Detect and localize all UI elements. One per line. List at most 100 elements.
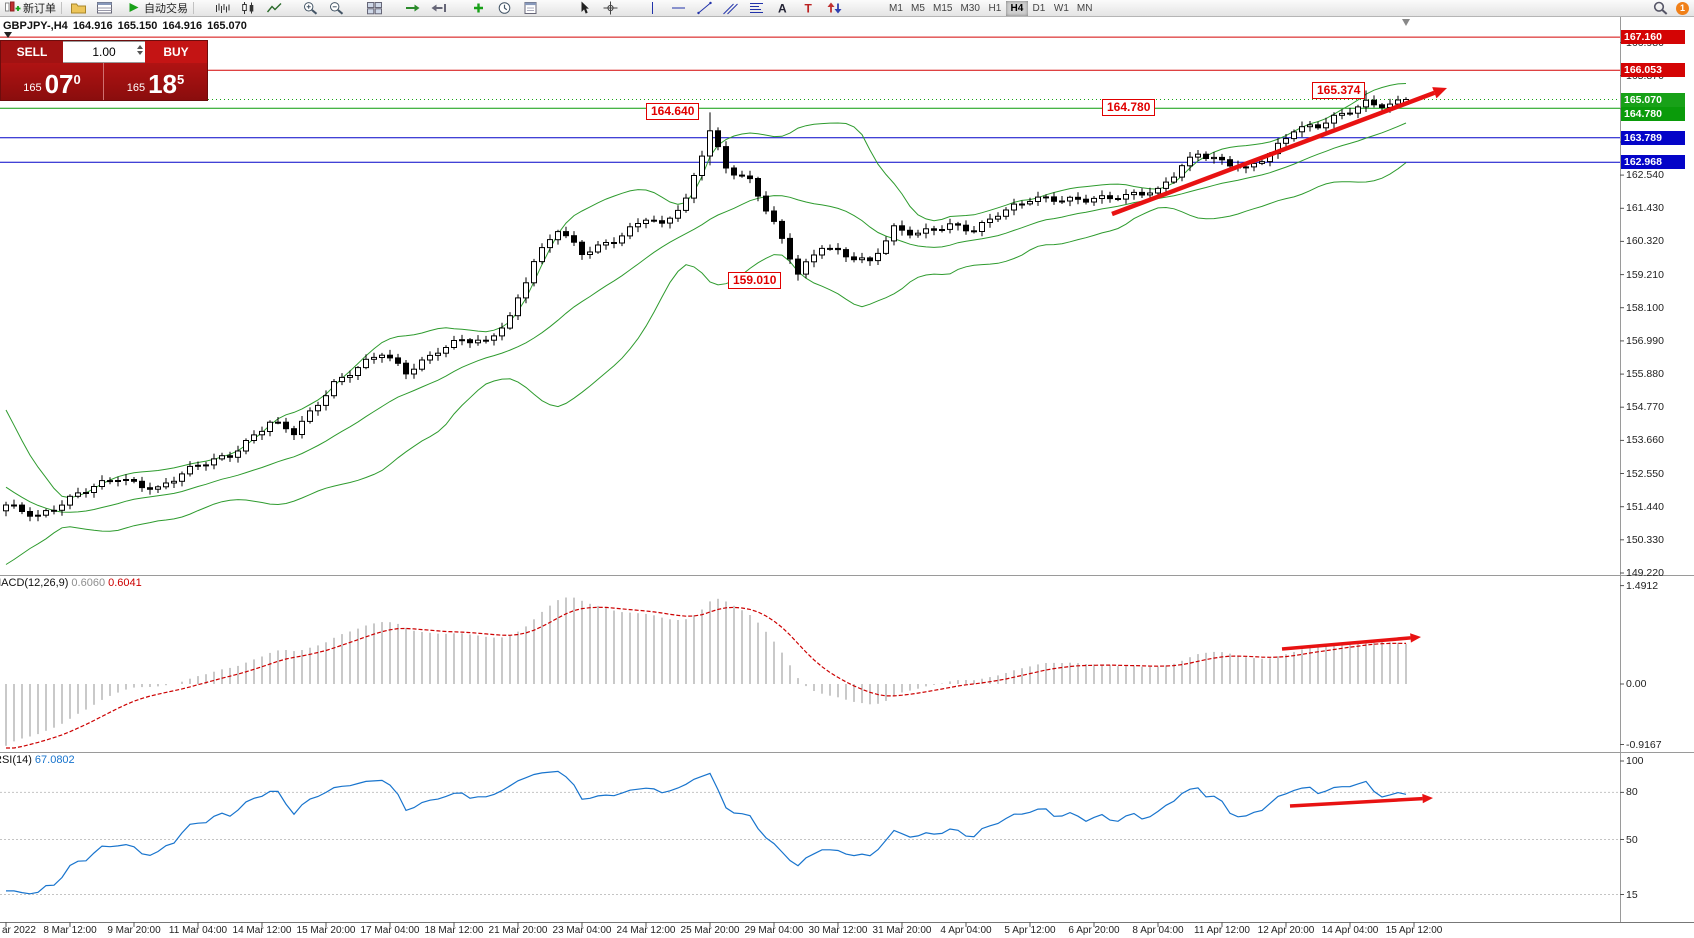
ask-price[interactable]: 165 18 5 xyxy=(104,63,207,100)
price-tick: 149.220 xyxy=(1626,567,1664,579)
cursor-icon xyxy=(576,1,593,15)
auto-scroll-button[interactable] xyxy=(399,1,425,16)
price-tick: 159.210 xyxy=(1626,268,1664,281)
candles-icon xyxy=(240,1,257,15)
timeframe-m30[interactable]: M30 xyxy=(960,2,980,14)
spinner-up-icon[interactable] xyxy=(137,45,143,49)
vertical-line-button[interactable] xyxy=(639,1,665,16)
price-tick: 154.770 xyxy=(1626,401,1664,414)
price-tick: 162.540 xyxy=(1626,169,1664,182)
macd-name: MACD(12,26,9) xyxy=(0,577,69,589)
cursor-button[interactable] xyxy=(571,1,597,16)
ask-big-digits: 18 xyxy=(148,69,178,99)
zoom-in-button[interactable] xyxy=(297,1,323,16)
zoom-in-icon xyxy=(302,1,319,15)
time-label: 11 Apr 12:00 xyxy=(1194,925,1250,936)
shift-icon xyxy=(430,1,447,15)
chart-profiles-button[interactable] xyxy=(65,1,91,16)
price-annotation: 159.010 xyxy=(728,271,782,289)
price-tick: 161.430 xyxy=(1626,202,1664,215)
trendline-icon xyxy=(696,1,713,15)
price-tick: 153.660 xyxy=(1626,434,1664,447)
buy-button[interactable]: BUY xyxy=(145,41,207,63)
line-chart-button[interactable] xyxy=(261,1,287,16)
ohlc-open: 164.916 xyxy=(72,20,113,32)
spinner-down-icon[interactable] xyxy=(137,51,143,55)
indicators-list-button[interactable] xyxy=(465,1,491,16)
price-line-marker: 166.053 xyxy=(1621,63,1685,78)
timeframe-w1[interactable]: W1 xyxy=(1053,2,1069,14)
tile-windows-button[interactable] xyxy=(361,1,387,16)
label-icon: T xyxy=(800,1,817,16)
one-click-collapse-arrow[interactable] xyxy=(4,32,12,38)
notifications-badge[interactable]: 1 xyxy=(1676,1,1689,15)
svg-text:T: T xyxy=(804,2,812,16)
time-label: 9 Mar 20:00 xyxy=(107,925,161,936)
text-button[interactable]: A xyxy=(769,1,795,16)
time-label: 15 Apr 12:00 xyxy=(1385,925,1443,936)
trendline-button[interactable] xyxy=(691,1,717,16)
volume-input[interactable]: 1.00 xyxy=(63,41,145,63)
timeframe-m15[interactable]: M15 xyxy=(933,2,953,14)
price-tick: 158.100 xyxy=(1626,301,1664,314)
macd-scale-tick: -0.9167 xyxy=(1626,738,1662,751)
candlestick-chart-button[interactable] xyxy=(235,1,261,16)
zoom-out-button[interactable] xyxy=(323,1,349,16)
timeframe-mn[interactable]: MN xyxy=(1076,2,1093,14)
text-label-button[interactable]: T xyxy=(795,1,821,16)
horizontal-line-button[interactable] xyxy=(665,1,691,16)
tile-icon xyxy=(366,1,383,15)
timeframe-h1[interactable]: H1 xyxy=(988,2,1002,14)
one-click-trading-panel: SELL 1.00 BUY 165 07 0 165 18 5 xyxy=(0,40,208,101)
hline-icon xyxy=(670,1,687,15)
rsi-scale-tick: 15 xyxy=(1626,888,1638,901)
price-annotation: 165.374 xyxy=(1312,81,1366,99)
bid-big-digits: 07 xyxy=(44,69,74,99)
market-watch-button[interactable] xyxy=(91,1,117,16)
time-label: 17 Mar 04:00 xyxy=(360,925,420,936)
bar-chart-button[interactable] xyxy=(209,1,235,16)
timeframe-d1[interactable]: D1 xyxy=(1032,2,1046,14)
time-label: 8 Mar 12:00 xyxy=(43,925,97,936)
profiles-icon xyxy=(70,1,87,15)
rsi-scale-tick: 80 xyxy=(1626,786,1638,799)
crosshair-icon xyxy=(602,1,619,15)
bid-pip-digit: 0 xyxy=(73,72,81,87)
sell-button[interactable]: SELL xyxy=(1,41,63,63)
fibonacci-retracement-button[interactable] xyxy=(743,1,769,16)
rsi-value: 67.0802 xyxy=(34,754,75,766)
arrows-button[interactable] xyxy=(821,1,847,16)
template-icon xyxy=(522,1,539,15)
templates-button[interactable] xyxy=(517,1,543,16)
search-icon[interactable] xyxy=(1652,1,1669,15)
price-tick: 155.880 xyxy=(1626,368,1664,381)
price-line-marker: 167.160 xyxy=(1621,30,1685,45)
time-label: 29 Mar 04:00 xyxy=(744,925,804,936)
timeframe-h4[interactable]: H4 xyxy=(1005,0,1028,16)
time-label: 21 Mar 20:00 xyxy=(488,925,548,936)
new-order-button[interactable]: 新订单 xyxy=(2,1,58,16)
indicators-icon xyxy=(470,1,487,15)
time-label: 6 Apr 20:00 xyxy=(1068,925,1120,936)
svg-text:A: A xyxy=(778,2,787,16)
equidistant-channel-button[interactable] xyxy=(717,1,743,16)
price-annotation: 164.640 xyxy=(646,103,700,121)
periods-button[interactable] xyxy=(491,1,517,16)
crosshair-button[interactable] xyxy=(597,1,623,16)
time-label: 11 Mar 04:00 xyxy=(168,925,228,936)
volume-spinner[interactable] xyxy=(137,45,143,55)
one-click-controls: SELL 1.00 BUY xyxy=(1,41,207,63)
fibo-icon xyxy=(748,1,765,15)
time-label: 31 Mar 20:00 xyxy=(872,925,932,936)
chart-shift-button[interactable] xyxy=(425,1,451,16)
price-tick: 150.330 xyxy=(1626,533,1664,546)
rsi-name: RSI(14) xyxy=(0,754,32,766)
autotrading-button[interactable]: 自动交易 xyxy=(123,1,190,16)
bid-price[interactable]: 165 07 0 xyxy=(1,63,104,100)
time-label: 30 Mar 12:00 xyxy=(808,925,868,936)
timeframe-m5[interactable]: M5 xyxy=(911,2,925,14)
timeframe-m1[interactable]: M1 xyxy=(889,2,903,14)
price-line-marker: 162.968 xyxy=(1621,155,1685,170)
